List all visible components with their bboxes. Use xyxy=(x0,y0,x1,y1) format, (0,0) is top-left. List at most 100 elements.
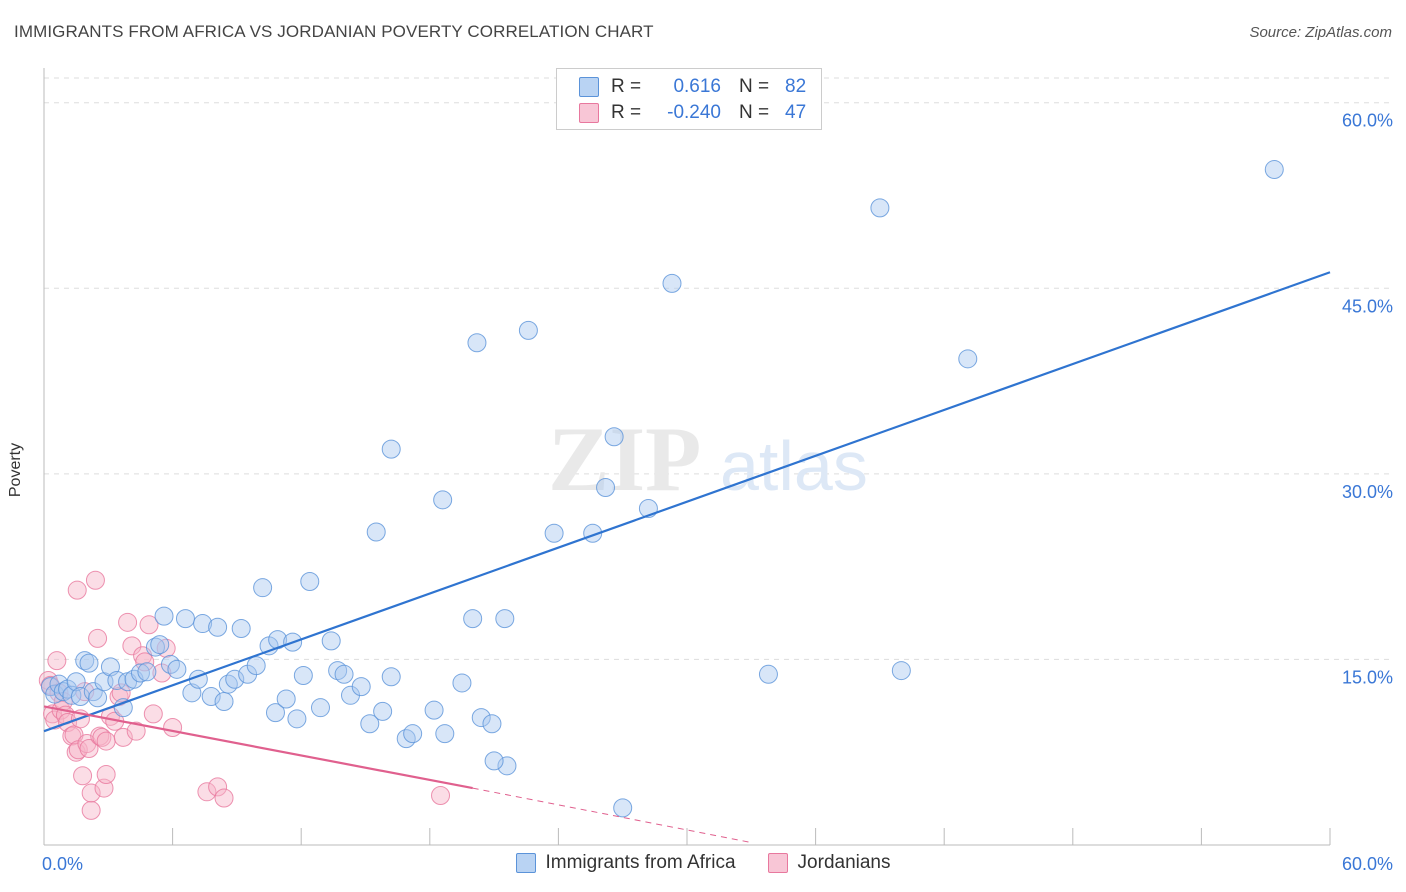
point-africa xyxy=(373,701,393,721)
point-africa xyxy=(604,427,624,447)
point-africa xyxy=(381,667,401,687)
point-africa xyxy=(424,700,444,720)
point-jordanians xyxy=(79,739,99,759)
trend-lines xyxy=(43,271,1331,844)
point-africa xyxy=(544,523,564,543)
correlation-legend: R = 0.616 N = 82 R = -0.240 N = 47 xyxy=(556,68,822,130)
series-legend-africa[interactable]: Immigrants from Africa xyxy=(515,852,736,874)
point-jordanians xyxy=(47,651,67,671)
y-tick-label: 60.0% xyxy=(1342,111,1393,131)
gridlines xyxy=(44,77,1394,660)
trendline-jordanians-extension xyxy=(472,787,752,844)
point-africa xyxy=(300,571,320,591)
point-africa xyxy=(321,631,341,651)
point-africa xyxy=(310,698,330,718)
series-swatch-jordanians xyxy=(767,853,788,873)
series-swatch-africa xyxy=(515,853,536,873)
legend-n-label: N = xyxy=(739,76,770,97)
point-africa xyxy=(360,714,380,734)
point-africa xyxy=(471,708,491,728)
point-africa xyxy=(150,635,170,655)
point-africa xyxy=(253,578,273,598)
point-jordanians xyxy=(431,786,451,806)
point-africa xyxy=(107,670,127,690)
point-jordanians xyxy=(111,683,131,703)
point-africa xyxy=(66,672,86,692)
point-africa xyxy=(167,659,187,679)
chart-title: IMMIGRANTS FROM AFRICA VS JORDANIAN POVE… xyxy=(14,22,654,41)
watermark: ZIP atlas xyxy=(548,408,868,510)
point-africa xyxy=(88,688,108,708)
legend-n-value: 82 xyxy=(785,76,807,97)
legend-r-label: R = xyxy=(611,76,642,97)
point-africa xyxy=(463,609,483,629)
point-africa xyxy=(175,609,195,629)
point-africa xyxy=(452,673,472,693)
point-jordanians xyxy=(156,638,176,658)
point-africa xyxy=(334,664,354,684)
point-africa xyxy=(396,729,416,749)
point-africa xyxy=(130,663,150,683)
point-africa xyxy=(403,724,423,744)
point-africa xyxy=(433,490,453,510)
point-jordanians xyxy=(139,615,159,635)
point-jordanians xyxy=(81,783,101,803)
point-africa xyxy=(160,654,180,674)
y-tick-label: 30.0% xyxy=(1342,482,1393,502)
point-africa xyxy=(870,198,890,218)
series-label-jordanians: Jordanians xyxy=(797,852,891,873)
point-africa xyxy=(351,677,371,697)
legend-swatch-africa xyxy=(579,77,599,97)
point-africa xyxy=(366,522,386,542)
series-label-africa: Immigrants from Africa xyxy=(545,852,736,873)
point-jordanians xyxy=(85,570,105,590)
point-jordanians xyxy=(88,628,108,648)
point-africa xyxy=(891,661,911,681)
point-africa xyxy=(225,669,245,689)
series-legend-jordanians[interactable]: Jordanians xyxy=(767,852,891,874)
point-jordanians xyxy=(126,721,146,741)
watermark-zip: ZIP xyxy=(548,408,701,510)
point-africa xyxy=(293,666,313,686)
point-africa xyxy=(246,656,266,676)
tick-labels: 15.0% 30.0% 45.0% 60.0% 0.0% 60.0% xyxy=(42,111,1393,874)
point-africa xyxy=(208,617,228,637)
series-legend: Immigrants from Africa Jordanians xyxy=(0,852,1406,874)
point-jordanians xyxy=(208,777,228,797)
trendline-africa xyxy=(43,271,1331,733)
legend-n-value: 47 xyxy=(785,102,807,123)
point-jordanians xyxy=(197,782,217,802)
legend-r-label: R = xyxy=(611,102,642,123)
point-africa xyxy=(467,333,487,353)
point-africa xyxy=(218,674,238,694)
legend-swatch-jordanians xyxy=(579,103,599,123)
point-africa xyxy=(435,724,455,744)
point-africa xyxy=(495,609,515,629)
point-africa xyxy=(265,703,285,723)
legend-n-label: N = xyxy=(739,102,770,123)
point-africa xyxy=(113,698,133,718)
watermark-atlas: atlas xyxy=(720,427,868,505)
point-africa xyxy=(154,606,174,626)
point-jordanians xyxy=(163,717,183,737)
point-africa xyxy=(484,751,504,771)
point-africa xyxy=(958,349,978,369)
x-tick-label: 60.0% xyxy=(1342,854,1393,874)
point-jordanians xyxy=(81,800,101,820)
point-jordanians xyxy=(214,788,234,808)
point-africa xyxy=(287,709,307,729)
point-africa xyxy=(381,439,401,459)
point-africa xyxy=(137,662,157,682)
point-africa xyxy=(613,798,633,818)
point-jordanians xyxy=(67,580,87,600)
point-africa xyxy=(214,691,234,711)
point-jordanians xyxy=(122,636,142,656)
y-tick-label: 15.0% xyxy=(1342,667,1393,687)
point-africa xyxy=(662,273,682,293)
legend-row-africa: R = 0.616 N = 82 xyxy=(579,75,806,99)
point-africa xyxy=(276,689,296,709)
legend-row-jordanians: R = -0.240 N = 47 xyxy=(579,101,806,125)
y-tick-label: 45.0% xyxy=(1342,296,1393,316)
point-africa xyxy=(758,664,778,684)
